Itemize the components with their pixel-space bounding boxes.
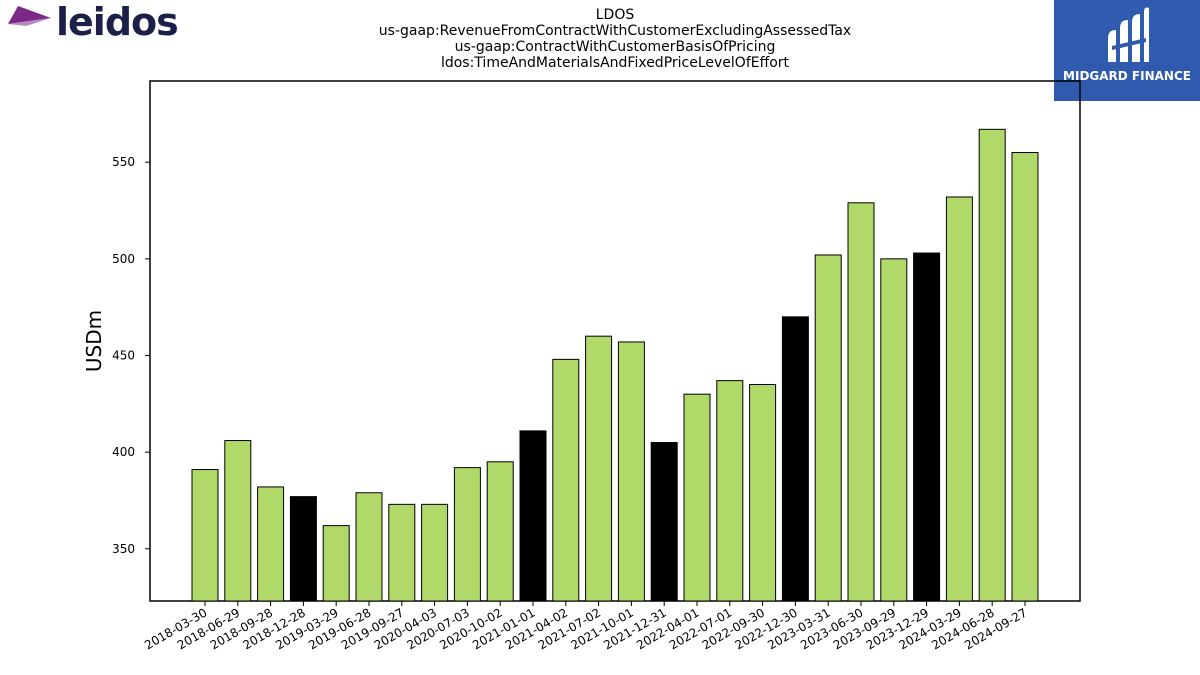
- bar-2021-12-31: [650, 441, 678, 602]
- bar-2019-03-29: [322, 525, 350, 602]
- bar-2018-09-28: [257, 486, 285, 602]
- leidos-wordmark: leidos: [56, 0, 179, 44]
- bar-2020-04-03: [421, 503, 449, 602]
- bar-2018-12-28: [289, 496, 317, 602]
- bar-2024-09-27: [1011, 152, 1039, 602]
- bar-2018-03-30: [191, 469, 219, 602]
- bar-2020-10-02: [486, 461, 514, 602]
- bar-2018-06-29: [224, 440, 252, 602]
- bar-2021-10-01: [617, 341, 645, 602]
- y-tick-label: 500: [112, 252, 135, 266]
- y-tick-label: 550: [112, 155, 135, 169]
- bar-2023-03-31: [814, 254, 842, 602]
- title-line-axis: us-gaap:ContractWithCustomerBasisOfPrici…: [454, 39, 776, 55]
- plot-frame: [149, 80, 1081, 602]
- bar-2023-12-29: [913, 252, 941, 602]
- midgard-monogram-icon: [1108, 7, 1149, 62]
- midgard-finance-logo: MIDGARD FINANCE: [1054, 0, 1200, 101]
- bar-2021-04-02: [552, 358, 580, 602]
- bar-2021-07-02: [585, 335, 613, 602]
- bar-2022-04-01: [683, 393, 711, 602]
- title-line-member: ldos:TimeAndMaterialsAndFixedPriceLevelO…: [440, 55, 790, 71]
- y-tick-label: 450: [112, 348, 135, 362]
- bar-2019-09-27: [388, 503, 416, 602]
- bar-2022-09-30: [749, 383, 777, 602]
- bar-2023-06-30: [847, 202, 875, 602]
- bar-2019-06-28: [355, 492, 383, 602]
- bar-2023-09-29: [880, 258, 908, 602]
- bar-2020-07-03: [453, 467, 481, 602]
- bar-2021-01-01: [519, 430, 547, 602]
- title-line-concept: us-gaap:RevenueFromContractWithCustomerE…: [378, 23, 852, 39]
- chart-title: LDOS us-gaap:RevenueFromContractWithCust…: [150, 7, 1080, 71]
- y-tick-label: 400: [112, 445, 135, 459]
- leidos-swoosh-icon: [8, 6, 51, 26]
- bar-2022-12-30: [781, 316, 809, 602]
- y-tick-label: 350: [112, 542, 135, 556]
- y-axis-label: USDm: [82, 310, 106, 372]
- title-line-ticker: LDOS: [595, 7, 635, 23]
- midgard-brand-text: MIDGARD FINANCE: [1063, 69, 1191, 83]
- leidos-logo: leidos: [6, 0, 179, 48]
- bar-2022-07-01: [716, 380, 744, 602]
- bar-2024-06-28: [978, 128, 1006, 602]
- bar-2024-03-29: [945, 196, 973, 602]
